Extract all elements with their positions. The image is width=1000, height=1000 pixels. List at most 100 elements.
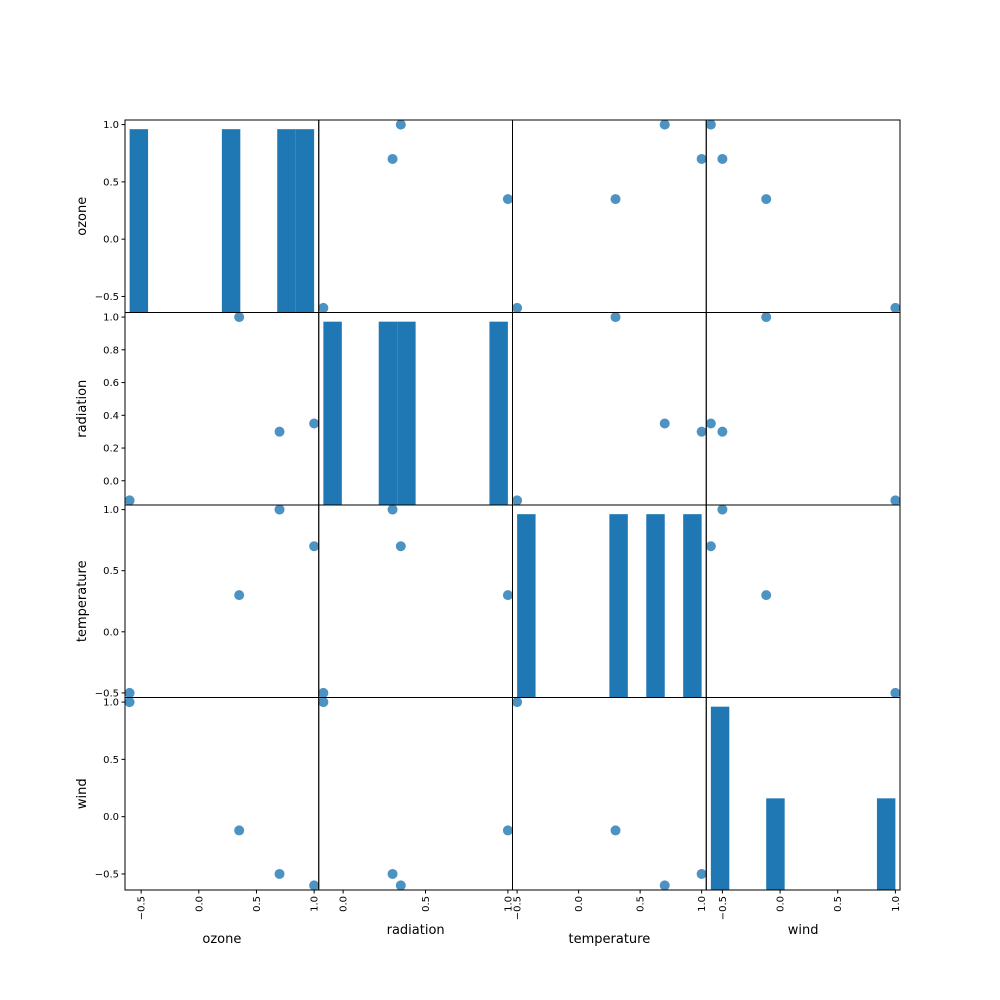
cell-frame bbox=[124, 504, 320, 698]
scatter-point bbox=[387, 868, 398, 879]
y-tick-label: 0.0 bbox=[103, 476, 119, 487]
x-tick-label: 0.0 bbox=[194, 896, 205, 912]
x-tick-label: 1.0 bbox=[891, 896, 902, 912]
hist-bar bbox=[710, 706, 730, 890]
scatter-point bbox=[659, 418, 670, 429]
y-tick-label: 0.0 bbox=[103, 627, 119, 638]
x-tick-label: 1.0 bbox=[310, 896, 321, 912]
scatter-point bbox=[659, 119, 670, 130]
cell-frame bbox=[318, 504, 513, 698]
y-tick-label: 0.5 bbox=[103, 177, 119, 188]
cell-frame bbox=[705, 504, 901, 698]
scatter-point bbox=[512, 697, 523, 708]
y-tick-label: 0.0 bbox=[103, 235, 119, 246]
scatter-point bbox=[234, 312, 245, 323]
scatter-point bbox=[387, 504, 398, 515]
cell-frame bbox=[124, 697, 320, 891]
y-tick-label: 1.0 bbox=[103, 698, 119, 709]
hist-bar bbox=[221, 129, 241, 313]
y-tick-label: 1.0 bbox=[103, 313, 119, 324]
scatter-point bbox=[274, 504, 285, 515]
hist-bar bbox=[277, 129, 296, 313]
scatter-point bbox=[502, 590, 513, 601]
x-tick-label: 0.5 bbox=[252, 896, 263, 912]
x-tick-label: −0.5 bbox=[137, 896, 148, 920]
scatter-point bbox=[234, 825, 245, 836]
scatter-point bbox=[318, 697, 329, 708]
hist-bar bbox=[295, 129, 315, 313]
scatter-point bbox=[234, 590, 245, 601]
x-tick-label: 0.0 bbox=[339, 896, 350, 912]
x-tick-label: 1.0 bbox=[503, 896, 514, 912]
scatter-point bbox=[761, 312, 772, 323]
scatter-point bbox=[696, 426, 707, 437]
y-axis-label: ozone bbox=[75, 197, 90, 236]
scatter-point bbox=[395, 880, 406, 891]
x-axis-label: wind bbox=[788, 923, 819, 938]
x-tick-label: 0.5 bbox=[421, 896, 432, 912]
scatter-point bbox=[502, 194, 513, 205]
y-tick-label: 0.6 bbox=[103, 378, 119, 389]
scatter-point bbox=[395, 119, 406, 130]
x-tick-label: 0.0 bbox=[574, 896, 585, 912]
scatter-point bbox=[124, 687, 135, 698]
hist-bar bbox=[129, 129, 149, 313]
scatter-point bbox=[705, 541, 716, 552]
y-tick-label: 0.0 bbox=[103, 812, 119, 823]
hist-bar bbox=[876, 798, 896, 890]
scatter-point bbox=[717, 426, 728, 437]
scatter-point bbox=[318, 687, 329, 698]
scatter-point bbox=[610, 194, 621, 205]
scatter-point bbox=[717, 504, 728, 515]
y-tick-label: 0.4 bbox=[103, 411, 119, 422]
scatter-point bbox=[659, 880, 670, 891]
x-tick-label: −0.5 bbox=[513, 896, 524, 920]
y-axis-label: radiation bbox=[75, 380, 90, 438]
x-tick-label: 0.0 bbox=[776, 896, 787, 912]
scatter-point bbox=[274, 868, 285, 879]
scatter-point bbox=[512, 495, 523, 506]
cell-frame bbox=[512, 119, 707, 313]
scatter-point bbox=[761, 590, 772, 601]
scatter-point bbox=[705, 119, 716, 130]
cell-frame bbox=[512, 312, 707, 506]
scatter-point bbox=[502, 825, 513, 836]
y-tick-label: −0.5 bbox=[95, 869, 119, 880]
scatter-point bbox=[124, 697, 135, 708]
hist-bar bbox=[683, 514, 702, 698]
x-tick-label: 0.5 bbox=[636, 896, 647, 912]
scatter-point bbox=[696, 868, 707, 879]
scatter-point bbox=[309, 880, 320, 891]
scatter-point bbox=[610, 312, 621, 323]
cell-frame bbox=[512, 697, 707, 891]
scatter-point bbox=[395, 541, 406, 552]
hist-bar bbox=[489, 321, 508, 505]
cell-frame bbox=[124, 312, 320, 506]
hist-bar bbox=[646, 514, 665, 698]
scatter-point bbox=[124, 495, 135, 506]
hist-bar bbox=[323, 321, 342, 505]
y-tick-label: −0.5 bbox=[95, 688, 119, 699]
scatter-point bbox=[890, 302, 901, 313]
hist-bar bbox=[378, 321, 398, 505]
cell-frame bbox=[705, 312, 901, 506]
y-tick-label: 0.2 bbox=[103, 444, 119, 455]
scatter-point bbox=[610, 825, 621, 836]
scatter-point bbox=[890, 687, 901, 698]
y-tick-label: 0.5 bbox=[103, 755, 119, 766]
hist-bar bbox=[766, 798, 785, 890]
x-tick-label: 0.5 bbox=[833, 896, 844, 912]
x-axis-label: ozone bbox=[202, 932, 241, 947]
x-tick-label: 1.0 bbox=[697, 896, 708, 912]
y-tick-label: −0.5 bbox=[95, 292, 119, 303]
scatter-point bbox=[512, 302, 523, 313]
hist-bar bbox=[609, 514, 628, 698]
scatter-point bbox=[761, 194, 772, 205]
x-tick-label: −0.5 bbox=[718, 896, 729, 920]
y-tick-label: 1.0 bbox=[103, 505, 119, 516]
scatter-point bbox=[309, 418, 320, 429]
y-axis-label: wind bbox=[75, 778, 90, 809]
scatter-point bbox=[705, 418, 716, 429]
x-axis-label: temperature bbox=[569, 932, 651, 947]
